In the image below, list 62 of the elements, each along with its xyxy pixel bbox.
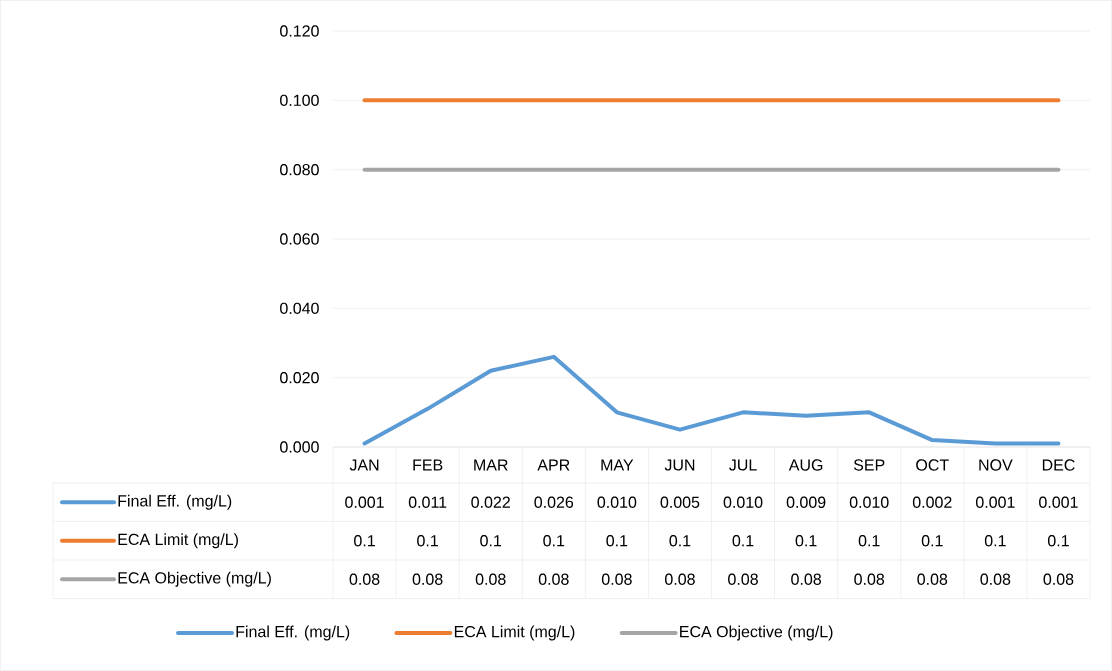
legend-label: ECA Limit (mg/L) [118, 533, 238, 549]
x-tick-label: OCT [916, 459, 949, 471]
data-label: 0.08 [665, 573, 695, 585]
data-label: 0.009 [786, 496, 826, 508]
x-tick-label: MAY [601, 459, 634, 471]
data-label: 0.1 [669, 535, 691, 547]
data-label: 0.08 [475, 573, 506, 585]
data-label: 0.001 [975, 496, 1015, 508]
legend-label: Final Eff. (mg/L) [118, 494, 232, 510]
x-tick-label: DEC [1042, 459, 1075, 471]
data-label: 0.1 [543, 535, 565, 547]
data-label: 0.1 [480, 535, 502, 547]
data-label: 0.011 [408, 496, 447, 508]
x-tick-label: NOV [979, 459, 1013, 471]
data-label: 0.1 [795, 535, 817, 547]
data-label: 0.001 [345, 496, 384, 508]
y-tick-label: 0.060 [280, 233, 319, 245]
x-tick-label: JUN [664, 459, 695, 471]
text: Final Eff. (mg/L) [236, 625, 350, 641]
data-label: 0.08 [854, 573, 885, 585]
data-label: 0.002 [912, 496, 952, 508]
x-tick-label: MAR [474, 459, 508, 471]
data-label: 0.08 [1043, 573, 1074, 585]
line-series [362, 354, 1061, 446]
y-tick-label: 0.100 [280, 94, 319, 106]
data-label: 0.08 [601, 573, 632, 585]
data-label: 0.08 [538, 573, 569, 585]
data-label: 0.026 [534, 496, 574, 508]
data-label: 0.1 [858, 535, 880, 547]
x-tick-label: FEB [413, 459, 443, 471]
data-label: 0.1 [732, 535, 754, 547]
x-tick-label: JAN [349, 459, 379, 471]
x-tick-label: JUL [729, 459, 757, 471]
x-tick-label: APR [537, 459, 570, 471]
text: ECA Limit (mg/L) [454, 625, 575, 641]
y-tick-label: 0.080 [280, 164, 319, 176]
data-label: 0.1 [417, 535, 438, 547]
data-label: 0.1 [984, 535, 1006, 547]
data-label: 0.08 [349, 573, 380, 585]
data-label: 0.08 [917, 573, 948, 585]
data-label: 0.010 [849, 496, 889, 508]
data-label: 0.1 [354, 535, 375, 547]
data-label: 0.022 [471, 496, 510, 508]
data-label: 0.08 [412, 573, 443, 585]
data-label: 0.001 [1039, 496, 1078, 508]
data-label: 0.08 [980, 573, 1011, 585]
x-tick-label: AUG [788, 459, 823, 471]
data-label: 0.08 [791, 573, 821, 585]
data-label: 0.08 [728, 573, 758, 585]
data-label: 0.1 [1047, 535, 1069, 547]
legend-label: ECA Objective (mg/L) [118, 571, 271, 587]
data-label: 0.1 [606, 535, 628, 547]
y-tick-label: 0.020 [280, 372, 319, 384]
y-tick-label: 0.120 [280, 25, 319, 37]
x-tick-label: SEP [853, 459, 885, 471]
data-label: 0.005 [660, 496, 700, 508]
y-tick-label: 0.000 [280, 441, 319, 453]
data-label: 0.010 [723, 496, 763, 508]
y-tick-label: 0.040 [280, 302, 319, 314]
data-label: 0.010 [597, 496, 637, 508]
data-label: 0.1 [921, 535, 943, 547]
text: ECA Objective (mg/L) [680, 625, 833, 641]
